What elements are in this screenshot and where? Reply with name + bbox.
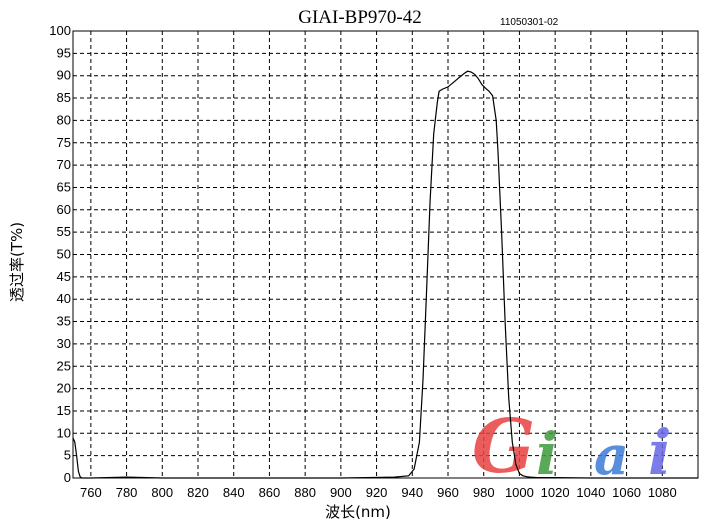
x-tick-label: 800: [151, 485, 173, 500]
y-tick-label: 85: [57, 90, 71, 105]
x-tick-label: 840: [223, 485, 245, 500]
x-tick-label: 860: [259, 485, 281, 500]
logo-letter: G: [472, 404, 535, 490]
y-tick-label: 65: [57, 179, 71, 194]
x-tick-label: 980: [473, 485, 495, 500]
x-tick-label: 780: [116, 485, 138, 500]
x-tick-label: 900: [330, 485, 352, 500]
y-tick-label: 70: [57, 157, 71, 172]
x-tick-label: 960: [437, 485, 459, 500]
x-tick-label: 920: [366, 485, 388, 500]
y-tick-label: 5: [64, 448, 71, 463]
x-tick-label: 820: [187, 485, 209, 500]
logo-letter: a: [594, 423, 629, 487]
logo-letter: i: [648, 416, 672, 489]
y-tick-label: 30: [57, 336, 71, 351]
grid: [73, 31, 698, 478]
y-axis-ticks: 0 5 10 15 20 25 30 35 40 45 50 55 60 65 70 75 80 85 90 95 10…: [49, 23, 71, 485]
y-tick-label: 0: [64, 470, 71, 485]
y-tick-label: 20: [57, 381, 71, 396]
y-tick-label: 55: [57, 224, 71, 239]
x-tick-label: 1040: [576, 485, 605, 500]
y-tick-label: 10: [57, 425, 71, 440]
y-tick-label: 40: [57, 291, 71, 306]
x-tick-label: 880: [294, 485, 316, 500]
y-tick-label: 50: [57, 247, 71, 262]
transmission-curve: [72, 70, 698, 479]
y-tick-label: 45: [57, 269, 71, 284]
x-tick-label: 940: [401, 485, 423, 500]
y-tick-label: 90: [57, 68, 71, 83]
chart-code: 11050301-02: [500, 17, 559, 28]
y-tick-label: 80: [57, 112, 71, 127]
y-tick-label: 15: [57, 403, 71, 418]
y-tick-label: 75: [57, 135, 71, 150]
plot-frame: [72, 30, 699, 479]
y-tick-label: 35: [57, 314, 71, 329]
logo-letter: i: [536, 420, 558, 488]
chart-title: GIAI-BP970-42: [298, 7, 422, 28]
x-tick-label: 1020: [541, 485, 570, 500]
x-axis-ticks: 760 780 800 820 840 860 880 900 920 940 960 980 1000…: [80, 485, 677, 500]
y-tick-label: 60: [57, 202, 71, 217]
x-tick-label: 760: [80, 485, 102, 500]
y-axis-label: 透过率(T%): [8, 222, 26, 302]
y-tick-label: 95: [57, 45, 71, 60]
x-tick-label: 1080: [648, 485, 677, 500]
x-tick-label: 1060: [612, 485, 641, 500]
x-tick-label: 1000: [505, 485, 534, 500]
y-tick-label: 100: [49, 23, 71, 38]
y-tick-label: 25: [57, 358, 71, 373]
x-axis-label: 波长(nm): [325, 503, 391, 521]
